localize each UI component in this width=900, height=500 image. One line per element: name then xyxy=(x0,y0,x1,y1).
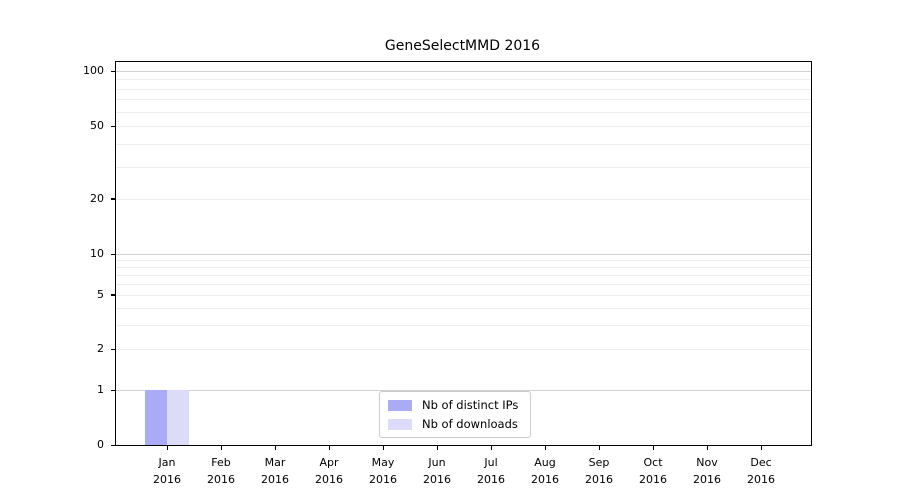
x-tick-label-feb: Feb 2016 xyxy=(207,456,235,486)
x-tick-label-jun: Jun 2016 xyxy=(423,456,451,486)
gridline-minor xyxy=(116,284,811,286)
gridline-minor xyxy=(116,99,811,101)
gridline-minor xyxy=(116,294,811,296)
plot-area: Nb of distinct IPs Nb of downloads 0 1 2 5 10… xyxy=(83,61,812,486)
x-tick xyxy=(545,445,547,450)
y-tick-label: 10 xyxy=(90,247,104,260)
x-tick-label-mar: Mar 2016 xyxy=(261,456,289,486)
gridline-major xyxy=(116,254,811,255)
y-tick xyxy=(111,253,116,255)
x-tick-label-jul: Jul 2016 xyxy=(477,456,505,486)
x-tick xyxy=(329,445,331,450)
gridline-minor xyxy=(116,267,811,269)
legend-swatch xyxy=(388,399,412,411)
y-tick xyxy=(111,198,116,200)
chart-title: GeneSelectMMD 2016 xyxy=(384,38,541,54)
legend-swatch xyxy=(388,418,412,430)
x-tick-label-dec: Dec 2016 xyxy=(747,456,775,486)
x-tick-label-oct: Oct 2016 xyxy=(639,456,667,486)
x-tick xyxy=(437,445,439,450)
bar-downloads-jan xyxy=(167,390,189,445)
gridline-minor xyxy=(116,79,811,81)
x-tick xyxy=(761,445,763,450)
gridline-minor xyxy=(116,325,811,327)
x-tick-label-jan: Jan 2016 xyxy=(153,456,181,486)
x-tick-label-aug: Aug 2016 xyxy=(531,456,559,486)
gridline-major xyxy=(116,390,811,391)
y-tick xyxy=(111,444,116,446)
y-tick xyxy=(111,294,116,296)
gridline-minor xyxy=(116,260,811,262)
legend-label: Nb of distinct IPs xyxy=(422,398,519,412)
y-tick xyxy=(111,70,116,72)
x-tick xyxy=(653,445,655,450)
x-tick xyxy=(221,445,223,450)
gridline-minor xyxy=(116,166,811,168)
legend: Nb of distinct IPs Nb of downloads xyxy=(379,391,532,438)
y-tick xyxy=(111,125,116,127)
gridline-minor xyxy=(116,88,811,90)
y-tick-label: 1 xyxy=(97,383,104,396)
gridline-major xyxy=(116,71,811,72)
gridline-minor xyxy=(116,111,811,113)
x-tick xyxy=(275,445,277,450)
y-tick xyxy=(111,348,116,350)
legend-label: Nb of downloads xyxy=(422,417,518,431)
x-tick-label-may: May 2016 xyxy=(369,456,397,486)
y-tick-label: 100 xyxy=(83,64,104,77)
x-tick xyxy=(167,445,169,450)
gridline-minor xyxy=(116,143,811,145)
x-tick xyxy=(491,445,493,450)
gridline-minor xyxy=(116,126,811,128)
y-tick-label: 0 xyxy=(97,438,104,451)
y-tick-label: 20 xyxy=(90,191,104,205)
y-tick xyxy=(111,389,116,391)
gridline-minor xyxy=(116,308,811,310)
x-tick-label-sep: Sep 2016 xyxy=(585,456,613,486)
y-tick-label: 5 xyxy=(97,287,104,301)
bar-distinct-ips-jan xyxy=(145,390,167,445)
x-tick-label-nov: Nov 2016 xyxy=(693,456,721,486)
x-tick xyxy=(383,445,385,450)
gridline-minor xyxy=(116,198,811,200)
legend-row: Nb of distinct IPs xyxy=(388,398,518,412)
x-tick-label-apr: Apr 2016 xyxy=(315,456,343,486)
gridline-minor xyxy=(116,349,811,351)
gridline-minor xyxy=(116,275,811,277)
y-tick-label: 2 xyxy=(97,342,104,356)
y-tick-label: 50 xyxy=(90,119,104,133)
x-tick xyxy=(707,445,709,450)
legend-row: Nb of downloads xyxy=(388,417,518,431)
x-tick xyxy=(599,445,601,450)
